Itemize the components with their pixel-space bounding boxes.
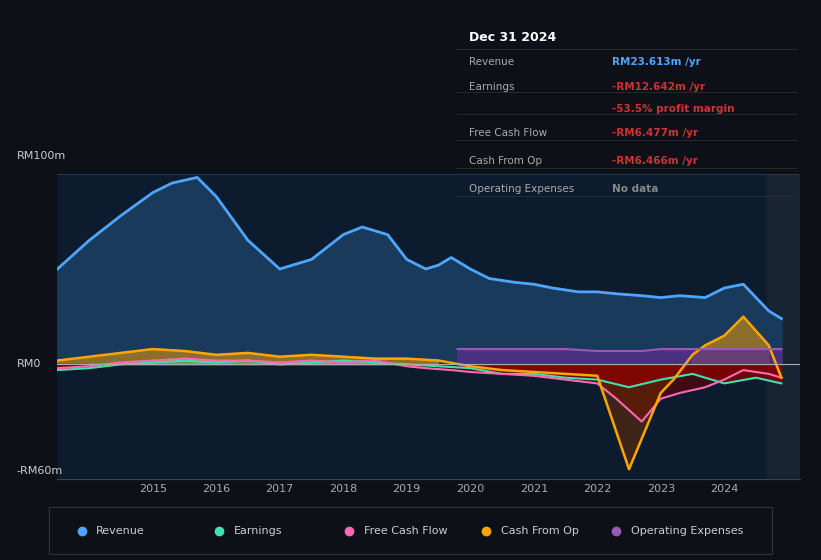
Text: Free Cash Flow: Free Cash Flow	[470, 128, 548, 138]
Text: RM23.613m /yr: RM23.613m /yr	[612, 57, 701, 67]
Text: Earnings: Earnings	[470, 82, 515, 92]
Text: RM0: RM0	[16, 360, 41, 370]
Text: Operating Expenses: Operating Expenses	[470, 184, 575, 194]
Text: -RM6.477m /yr: -RM6.477m /yr	[612, 128, 699, 138]
Text: Earnings: Earnings	[233, 526, 282, 535]
Text: No data: No data	[612, 184, 658, 194]
Text: -RM6.466m /yr: -RM6.466m /yr	[612, 156, 698, 166]
Text: Operating Expenses: Operating Expenses	[631, 526, 743, 535]
Text: RM100m: RM100m	[16, 151, 66, 161]
FancyBboxPatch shape	[49, 507, 772, 554]
Text: Dec 31 2024: Dec 31 2024	[470, 31, 557, 44]
Text: Cash From Op: Cash From Op	[501, 526, 579, 535]
Text: Revenue: Revenue	[470, 57, 515, 67]
Text: Free Cash Flow: Free Cash Flow	[364, 526, 447, 535]
Text: Revenue: Revenue	[96, 526, 145, 535]
Text: -RM60m: -RM60m	[16, 466, 63, 476]
Text: -53.5% profit margin: -53.5% profit margin	[612, 104, 735, 114]
Text: -RM12.642m /yr: -RM12.642m /yr	[612, 82, 705, 92]
Text: Cash From Op: Cash From Op	[470, 156, 543, 166]
Bar	[767, 174, 800, 479]
